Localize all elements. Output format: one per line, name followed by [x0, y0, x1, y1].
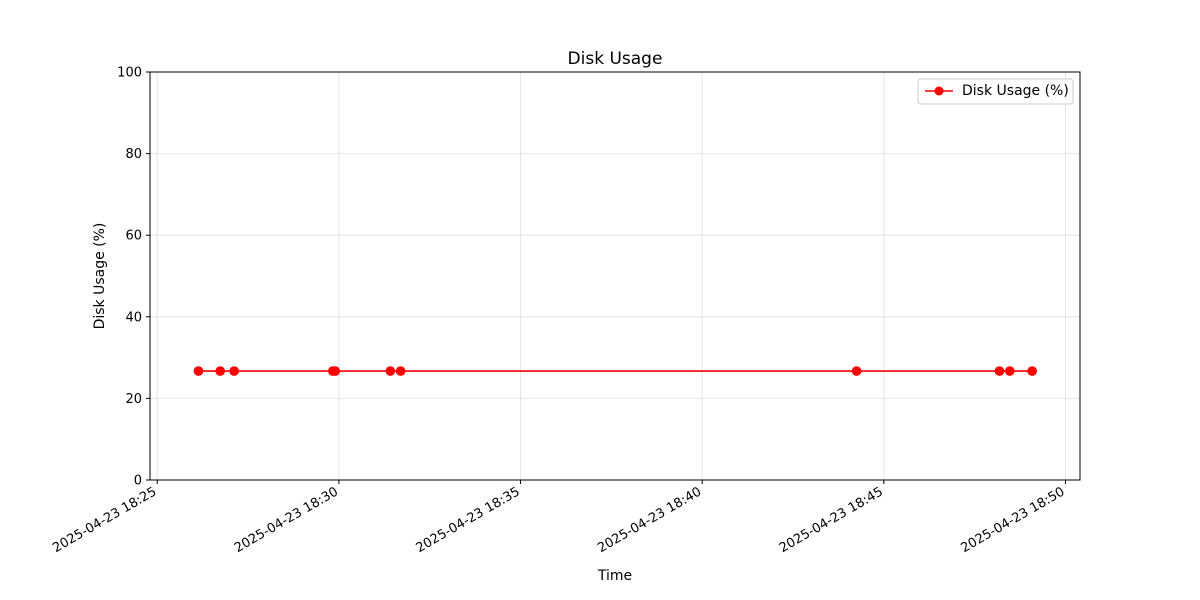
legend-marker-swatch	[934, 86, 944, 96]
y-tick-label: 80	[125, 147, 142, 162]
y-tick-label: 20	[125, 392, 142, 407]
series-layer	[193, 366, 1037, 376]
data-point	[193, 366, 204, 376]
data-point	[330, 366, 341, 376]
legend-box	[917, 78, 1074, 105]
y-tick-label: 100	[117, 66, 142, 81]
data-point	[994, 366, 1005, 376]
data-point	[395, 366, 406, 376]
data-point	[385, 366, 396, 376]
y-tick-label: 0	[134, 474, 142, 489]
grid-lines	[150, 71, 1080, 481]
plot-area-frame	[149, 71, 1081, 481]
data-point	[1004, 366, 1015, 376]
y-axis-label: Disk Usage (%)	[92, 223, 108, 330]
chart-title: Disk Usage	[568, 49, 663, 69]
data-point	[229, 366, 239, 376]
data-point	[851, 366, 862, 376]
data-point	[1027, 366, 1037, 376]
legend-entry-disk-usage: Disk Usage (%)	[962, 83, 1069, 99]
data-point	[215, 366, 226, 376]
x-axis-label: Time	[597, 568, 632, 584]
y-tick-label: 60	[125, 229, 142, 244]
legend: Disk Usage (%)	[917, 78, 1074, 105]
y-tick-label: 40	[125, 310, 142, 325]
